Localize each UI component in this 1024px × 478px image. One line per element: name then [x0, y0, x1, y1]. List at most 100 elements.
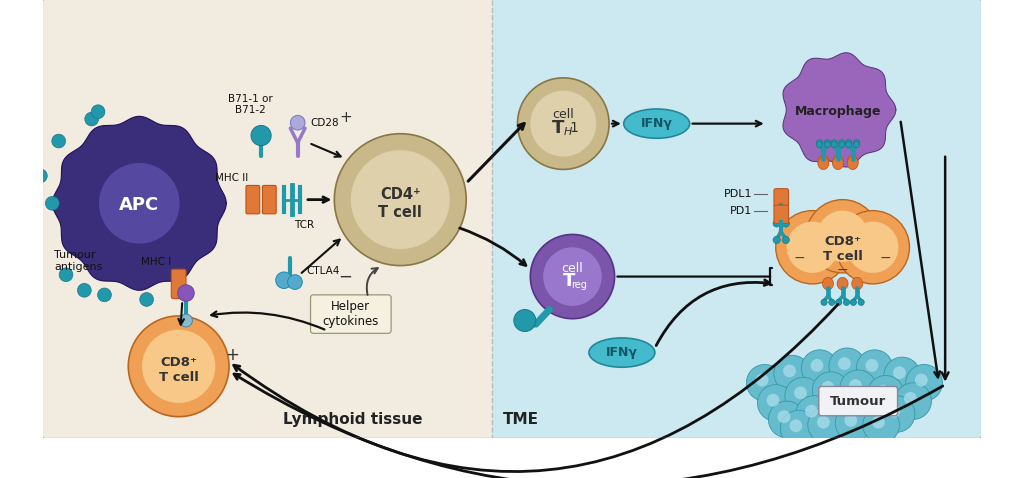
- Bar: [602, 0, 607, 438]
- Bar: [647, 0, 653, 438]
- FancyBboxPatch shape: [774, 189, 788, 207]
- Text: IFNγ: IFNγ: [641, 117, 673, 130]
- Circle shape: [777, 410, 791, 423]
- Bar: [621, 0, 626, 438]
- Circle shape: [794, 386, 807, 399]
- Bar: [611, 0, 616, 438]
- Polygon shape: [838, 277, 848, 290]
- Circle shape: [59, 268, 73, 282]
- Circle shape: [811, 359, 823, 372]
- Text: CTLA4: CTLA4: [307, 266, 340, 276]
- Circle shape: [824, 140, 830, 146]
- Text: B71-1 or
B71-2: B71-1 or B71-2: [227, 94, 272, 115]
- Text: Lymphoid tissue: Lymphoid tissue: [283, 412, 423, 427]
- Text: Tumour
antigens: Tumour antigens: [54, 250, 102, 272]
- Circle shape: [758, 385, 794, 421]
- Polygon shape: [818, 155, 828, 168]
- Circle shape: [828, 299, 835, 305]
- Bar: [638, 0, 644, 438]
- Bar: [707, 0, 713, 438]
- Bar: [712, 0, 717, 438]
- Text: H: H: [563, 127, 572, 137]
- Circle shape: [34, 169, 47, 183]
- Bar: [597, 0, 603, 438]
- Circle shape: [871, 416, 885, 429]
- Circle shape: [821, 381, 835, 394]
- Circle shape: [783, 365, 796, 377]
- Bar: [43, 0, 492, 438]
- Bar: [579, 0, 585, 438]
- Bar: [551, 0, 557, 438]
- FancyBboxPatch shape: [262, 185, 276, 214]
- Circle shape: [893, 366, 906, 379]
- Circle shape: [530, 234, 614, 319]
- Text: Macrophage: Macrophage: [795, 105, 882, 118]
- Circle shape: [823, 391, 860, 428]
- Polygon shape: [847, 157, 858, 170]
- Text: CD4⁺
T cell: CD4⁺ T cell: [378, 187, 422, 219]
- Circle shape: [863, 407, 899, 443]
- Bar: [492, 0, 986, 438]
- Circle shape: [78, 283, 91, 297]
- Circle shape: [895, 383, 932, 419]
- Text: IFNγ: IFNγ: [606, 346, 638, 359]
- Text: CD28: CD28: [310, 118, 339, 128]
- Bar: [543, 0, 548, 438]
- Circle shape: [828, 348, 865, 385]
- Circle shape: [25, 149, 38, 163]
- Circle shape: [853, 141, 860, 148]
- Bar: [492, 0, 498, 438]
- Circle shape: [291, 115, 305, 130]
- Text: 1: 1: [569, 121, 579, 135]
- Circle shape: [780, 410, 817, 447]
- Bar: [569, 0, 575, 438]
- Bar: [547, 0, 552, 438]
- Circle shape: [879, 396, 915, 432]
- Circle shape: [530, 91, 596, 157]
- Circle shape: [888, 405, 900, 418]
- Bar: [565, 0, 570, 438]
- Text: reg: reg: [571, 280, 587, 290]
- Circle shape: [831, 140, 838, 146]
- Bar: [671, 0, 676, 438]
- Circle shape: [817, 211, 868, 262]
- Polygon shape: [833, 157, 844, 170]
- Bar: [662, 0, 667, 438]
- Circle shape: [785, 377, 821, 414]
- Ellipse shape: [624, 109, 689, 138]
- Text: CD8⁺
T cell: CD8⁺ T cell: [822, 235, 862, 263]
- Polygon shape: [818, 157, 828, 170]
- Text: MHC I: MHC I: [141, 258, 171, 267]
- Bar: [574, 0, 580, 438]
- Circle shape: [756, 374, 768, 386]
- Circle shape: [774, 355, 811, 392]
- Bar: [666, 0, 672, 438]
- Circle shape: [846, 140, 852, 146]
- FancyBboxPatch shape: [819, 386, 898, 416]
- Bar: [680, 0, 685, 438]
- Text: +: +: [339, 110, 351, 125]
- Circle shape: [816, 141, 822, 148]
- Bar: [515, 0, 520, 438]
- Circle shape: [824, 141, 830, 148]
- Text: TME: TME: [503, 412, 539, 427]
- Bar: [584, 0, 589, 438]
- Circle shape: [836, 405, 871, 441]
- Circle shape: [275, 272, 292, 288]
- Circle shape: [139, 293, 154, 306]
- Circle shape: [856, 350, 893, 386]
- Circle shape: [906, 365, 942, 401]
- Bar: [506, 0, 511, 438]
- Circle shape: [773, 236, 780, 244]
- Bar: [497, 0, 502, 438]
- Text: PDL1: PDL1: [723, 189, 752, 199]
- Circle shape: [821, 299, 827, 305]
- Text: CD8⁺
T cell: CD8⁺ T cell: [159, 356, 199, 384]
- Circle shape: [27, 217, 41, 230]
- Circle shape: [805, 405, 818, 418]
- Polygon shape: [852, 277, 862, 290]
- Circle shape: [99, 163, 179, 244]
- Text: Helper
cytokines: Helper cytokines: [323, 300, 379, 328]
- Circle shape: [776, 211, 849, 284]
- Text: APC: APC: [119, 196, 160, 214]
